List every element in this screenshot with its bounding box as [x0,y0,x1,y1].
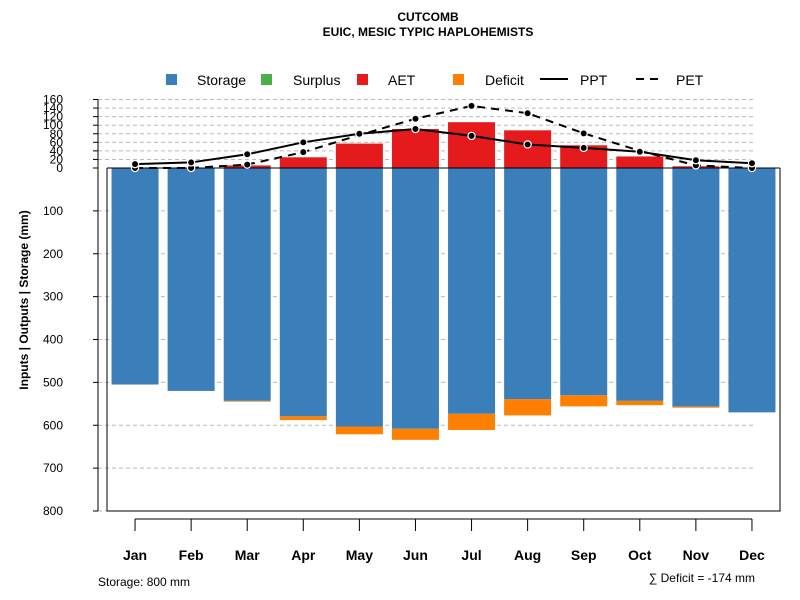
legend-label-pet: PET [676,72,704,88]
ppt-point [635,147,644,156]
x-tick-label: Apr [291,547,316,563]
x-tick-label: May [346,547,373,563]
aet-bar [335,143,383,168]
aet-bar [391,129,439,168]
y-tick-label: 200 [43,247,63,261]
x-tick-label: Mar [235,547,260,563]
deficit-bar [560,395,608,407]
y-tick-label: 120 [43,110,63,124]
ppt-point [579,143,588,153]
deficit-bar [448,413,496,430]
x-tick-label: Oct [628,547,652,563]
storage-bar [504,168,552,400]
ppt-point [523,140,532,149]
deficit-total: ∑ Deficit = -174 mm [649,571,755,585]
legend-label-surplus: Surplus [293,72,340,88]
aet-bar [560,145,608,168]
legend-swatch-storage [166,74,177,85]
ppt-point [747,159,757,168]
storage-bar [448,168,496,414]
ppt-point [243,150,252,159]
storage-bar [223,168,271,401]
deficit-bar [616,400,664,406]
aet-bar [504,130,552,168]
ppt-point [411,124,420,134]
x-tick-label: Sep [571,547,597,563]
chart-subtitle: EUIC, MESIC TYPIC HAPLOHEMISTS [323,25,534,39]
y-tick-label: 140 [43,101,63,115]
deficit-bar [223,400,271,402]
pet-point [467,101,476,111]
pet-line [135,104,753,169]
deficit-bar [504,399,552,416]
storage-bar [560,168,608,396]
legend-swatch-aet [357,74,368,85]
deficit-bar [335,426,383,435]
legend-label-deficit: Deficit [485,72,524,88]
legend: Storage Surplus AET Deficit PPT PET [166,72,704,88]
y-tick-label: 60 [50,135,64,149]
ppt-line [135,128,753,166]
y-tick-label: 800 [43,504,63,518]
x-tick-label: Jan [123,547,147,563]
storage-bar [672,168,720,407]
pet-point [299,147,308,157]
pet-point [579,129,588,138]
x-tick-label: Dec [739,547,765,563]
legend-label-storage: Storage [197,72,246,88]
x-tick-label: Jul [461,547,481,563]
storage-note: Storage: 800 mm [98,575,190,589]
deficit-bar [391,428,439,440]
ppt-point [299,138,308,147]
storage-bar [391,168,439,429]
ppt-point [691,156,701,165]
aet-bar [448,122,496,168]
y-tick-label: 40 [50,144,64,158]
ppt-point [355,129,364,138]
legend-label-aet: AET [388,72,416,88]
pet-point [411,114,420,123]
y-tick-label: 80 [50,127,64,141]
y-tick-label: 100 [43,118,63,132]
y-tick-label: 600 [43,418,63,432]
storage-bar [616,168,664,401]
x-tick-label: Feb [179,547,204,563]
ppt-point [130,159,140,169]
lines [130,101,757,173]
y-tick-label: 100 [43,204,63,218]
pet-point [243,160,252,169]
deficit-bar [279,416,327,421]
plot-frame [106,167,781,512]
aet-bar [279,157,327,168]
storage-bar [335,168,383,427]
y-axis-label: Inputs | Outputs | Storage (mm) [17,210,31,389]
aet-bar [616,156,664,168]
legend-swatch-surplus [261,74,272,85]
lower-panel-border [106,168,781,512]
axes: 0204060801001201401601002003004005006007… [43,93,765,564]
y-tick-label: 20 [50,152,64,166]
ppt-point [186,158,196,167]
bars [111,122,776,440]
storage-bar [167,168,215,391]
chart-title: CUTCOMB [397,10,459,24]
y-tick-label: 500 [43,375,63,389]
y-tick-label: 300 [43,290,63,304]
x-tick-label: Nov [683,547,710,563]
legend-swatch-deficit [453,74,464,85]
legend-label-ppt: PPT [580,72,608,88]
deficit-bar [672,406,720,408]
y-tick-label: 400 [43,333,63,347]
y-tick-label: 700 [43,461,63,475]
storage-bar [728,168,776,413]
storage-bar [279,168,327,417]
ppt-point [467,131,476,141]
storage-bar [111,168,159,385]
y-tick-label: 0 [56,161,63,175]
pet-point [523,108,532,118]
x-tick-label: Jun [403,547,428,563]
y-tick-label: 160 [43,93,63,107]
x-tick-label: Aug [514,547,541,563]
